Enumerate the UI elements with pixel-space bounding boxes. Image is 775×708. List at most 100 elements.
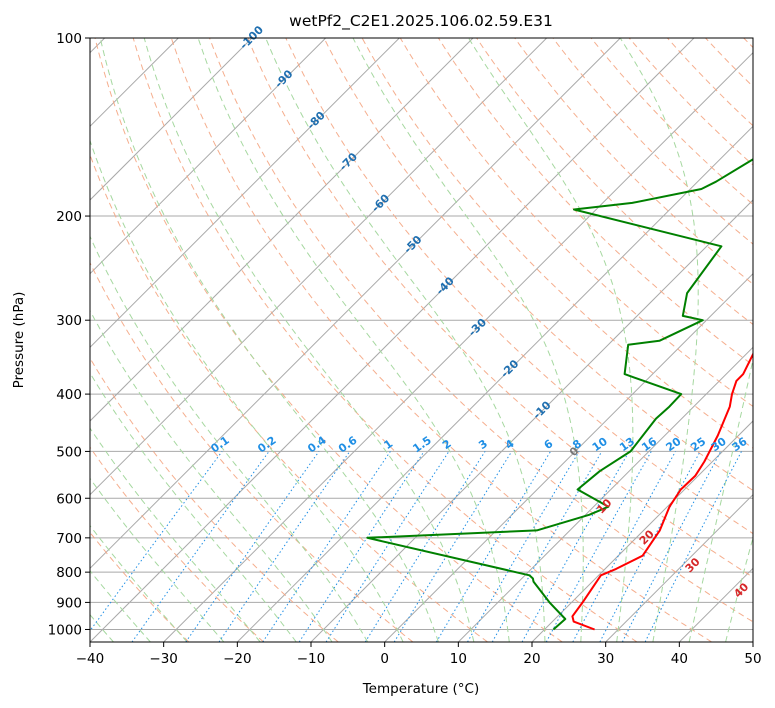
dry-adiabat-line: [323, 38, 753, 492]
temperature-profile-line: [571, 351, 753, 631]
dry-adiabat-label: 40: [731, 580, 751, 600]
mixing-ratio-line: [364, 451, 486, 642]
mixing-ratio-label: 6: [542, 437, 556, 452]
y-axis-label: Pressure (hPa): [11, 292, 27, 389]
y-tick-label: 700: [56, 531, 82, 547]
mixing-ratio-line: [621, 451, 722, 642]
x-axis-label: Temperature (°C): [362, 681, 480, 697]
isotherm-line: [310, 199, 753, 642]
isotherm-line: [605, 493, 753, 642]
dry-adiabat-label: 20: [637, 527, 657, 547]
dry-adiabat-line: [170, 38, 712, 642]
mixing-ratio-label: 2: [440, 437, 454, 452]
mixing-ratio-line: [545, 451, 652, 642]
x-tick-label: 50: [744, 651, 761, 667]
mixing-ratio-line: [521, 451, 630, 642]
dry-adiabat-line: [285, 38, 753, 535]
x-tick-label: 30: [597, 651, 614, 667]
dry-adiabat-line: [90, 357, 339, 642]
chart-title: wetPf2_C2E1.2025.106.02.59.E31: [289, 12, 553, 31]
moist-adiabat-line: [143, 38, 475, 642]
moist-adiabat-line: [90, 427, 261, 642]
moist-adiabat-line: [90, 477, 225, 642]
dry-adiabat-line: [90, 531, 190, 642]
moist-adiabat-line: [90, 524, 188, 642]
moist-adiabat-line: [265, 38, 546, 642]
x-tick-label: 0: [380, 651, 389, 667]
dry-adiabat-line: [247, 38, 753, 578]
dry-adiabat-line: [361, 38, 753, 449]
mixing-ratio-label: 0.4: [305, 433, 329, 455]
moist-adiabat-line: [99, 38, 439, 642]
mixing-ratio-label: 1.5: [410, 434, 433, 456]
x-tick-label: −10: [297, 651, 326, 667]
mixing-ratio-line: [599, 451, 701, 642]
mixing-ratio-line: [325, 451, 450, 642]
dry-adiabat-line: [552, 38, 753, 245]
y-axis: 100 200 300 400 500 600 700 800 900 1000: [48, 31, 90, 638]
dry-adiabat-line: [90, 446, 264, 642]
isotherm-line: [457, 346, 753, 642]
y-tick-label: 900: [56, 595, 82, 611]
isotherm-line: [90, 38, 548, 496]
isotherm-line: [90, 38, 695, 642]
y-tick-label: 800: [56, 565, 82, 581]
x-tick-label: 10: [450, 651, 467, 667]
isotherm-line: [90, 38, 400, 349]
moist-adiabat-line: [90, 139, 404, 642]
dry-adiabat-line: [90, 153, 488, 642]
isotherm-line: [752, 641, 753, 642]
x-tick-label: −30: [149, 651, 178, 667]
x-tick-label: −20: [223, 651, 252, 667]
moist-adiabat-line: [90, 309, 333, 642]
background-lines: [90, 25, 775, 642]
moist-adiabat-line: [90, 235, 369, 642]
dry-adiabat-label: 10: [594, 496, 614, 516]
y-tick-label: 400: [56, 387, 82, 403]
moist-adiabat-line: [619, 38, 699, 642]
mixing-ratio-line: [131, 451, 270, 642]
y-tick-label: 1000: [48, 622, 82, 638]
mixing-ratio-label: 3: [476, 437, 490, 452]
mixing-ratio-line: [90, 451, 223, 632]
mixing-ratio-line: [218, 451, 351, 642]
mixing-ratio-label: 0.6: [336, 433, 360, 455]
dry-adiabat-line: [399, 38, 753, 408]
series-layer: [366, 158, 753, 631]
mixing-ratio-line: [185, 451, 320, 642]
moist-adiabat-line: [468, 38, 634, 642]
isotherm-line: [90, 38, 327, 275]
x-tick-label: 20: [523, 651, 540, 667]
isotherm-line: [163, 51, 753, 642]
dry-adiabat-line: [590, 38, 753, 206]
isotherm-line: [236, 125, 753, 642]
mixing-ratio-line: [298, 451, 425, 642]
dry-adiabat-line: [704, 38, 753, 88]
isotherm-line: [384, 272, 753, 642]
dry-adiabat-line: [94, 38, 563, 642]
dewpoint-profile-line: [366, 158, 753, 631]
moist-adiabat-line: [725, 535, 753, 642]
mixing-ratio-label: 0.1: [208, 434, 231, 456]
mixing-ratio-line: [644, 451, 742, 642]
x-tick-label: −40: [76, 651, 105, 667]
x-tick-label: 40: [671, 651, 688, 667]
dry-adiabat-line: [208, 38, 753, 623]
moist-adiabat-line: [688, 356, 753, 642]
moist-adiabat-line: [90, 372, 297, 642]
y-tick-label: 200: [56, 209, 82, 225]
x-axis: −40 −30 −20 −10 0 10 20 30 40 50: [76, 642, 762, 667]
y-tick-label: 500: [56, 444, 82, 460]
moist-adiabat-line: [352, 38, 584, 642]
dry-adiabat-line: [90, 261, 414, 642]
isotherm-line: [678, 567, 753, 642]
y-tick-label: 300: [56, 313, 82, 329]
dry-adiabat-line: [769, 25, 775, 642]
isotherm-line: [90, 38, 253, 201]
isotherm-line: [90, 38, 474, 422]
dry-adiabat-line: [132, 38, 638, 642]
mixing-ratio-line: [262, 451, 391, 642]
y-tick-label: 600: [56, 491, 82, 507]
dry-adiabat-line: [437, 38, 753, 366]
